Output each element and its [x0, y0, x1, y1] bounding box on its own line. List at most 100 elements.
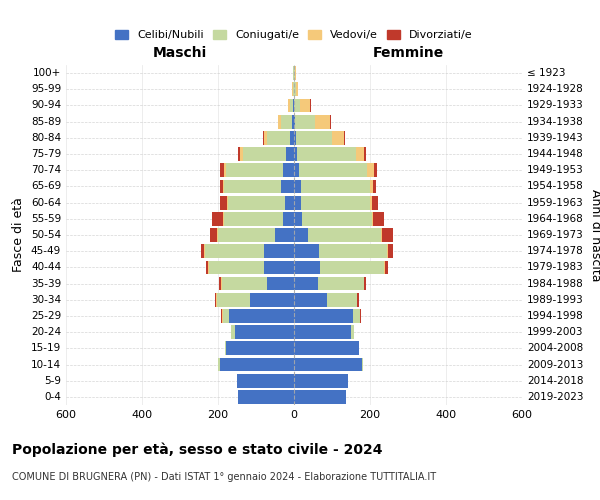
Bar	[295, 66, 296, 80]
Bar	[373, 180, 376, 194]
Bar	[387, 244, 388, 258]
Bar	[226, 342, 294, 355]
Bar	[294, 309, 353, 323]
Bar	[360, 309, 361, 323]
Bar	[302, 212, 371, 226]
Bar	[278, 115, 281, 128]
Bar	[297, 147, 356, 161]
Bar	[294, 342, 359, 355]
Bar	[237, 374, 294, 388]
Bar	[263, 131, 265, 144]
Bar	[370, 180, 373, 194]
Bar	[209, 260, 263, 274]
Bar	[294, 82, 296, 96]
Bar	[294, 276, 317, 290]
Bar	[290, 131, 294, 144]
Bar	[220, 358, 294, 372]
Bar	[275, 228, 294, 242]
Bar	[221, 309, 222, 323]
Bar	[294, 147, 297, 161]
Y-axis label: Fasce di età: Fasce di età	[13, 198, 25, 272]
Bar	[286, 147, 294, 161]
Bar	[235, 326, 294, 339]
Bar	[328, 293, 357, 306]
Bar	[294, 260, 320, 274]
Bar	[222, 276, 268, 290]
Bar	[301, 196, 370, 209]
Bar	[210, 228, 217, 242]
Y-axis label: Anni di nascita: Anni di nascita	[589, 188, 600, 281]
Text: COMUNE DI BRUGNERA (PN) - Dati ISTAT 1° gennaio 2024 - Elaborazione TUTTITALIA.I: COMUNE DI BRUGNERA (PN) - Dati ISTAT 1° …	[12, 472, 436, 482]
Bar	[227, 196, 284, 209]
Bar	[218, 228, 275, 242]
Text: Maschi: Maschi	[153, 46, 207, 60]
Text: Popolazione per età, sesso e stato civile - 2024: Popolazione per età, sesso e stato civil…	[12, 442, 383, 457]
Bar	[364, 276, 366, 290]
Bar	[332, 131, 344, 144]
Bar	[219, 276, 221, 290]
Bar	[308, 228, 380, 242]
Bar	[217, 228, 218, 242]
Bar	[294, 228, 308, 242]
Bar	[223, 212, 224, 226]
Bar	[281, 115, 292, 128]
Bar	[295, 98, 300, 112]
Bar	[317, 276, 364, 290]
Bar	[294, 326, 351, 339]
Bar	[223, 180, 224, 194]
Bar	[238, 147, 241, 161]
Bar	[212, 212, 223, 226]
Bar	[385, 260, 388, 274]
Bar	[374, 164, 377, 177]
Bar	[296, 131, 332, 144]
Bar	[268, 276, 294, 290]
Bar	[370, 196, 371, 209]
Bar	[290, 98, 293, 112]
Bar	[367, 164, 374, 177]
Bar	[295, 115, 314, 128]
Bar	[314, 115, 331, 128]
Bar	[205, 244, 263, 258]
Bar	[294, 374, 348, 388]
Bar	[358, 293, 359, 306]
Bar	[229, 309, 294, 323]
Bar	[215, 293, 217, 306]
Bar	[364, 147, 366, 161]
Bar	[226, 164, 283, 177]
Bar	[299, 164, 367, 177]
Bar	[294, 196, 301, 209]
Bar	[201, 244, 204, 258]
Bar	[218, 358, 220, 372]
Bar	[353, 309, 360, 323]
Bar	[382, 228, 393, 242]
Bar	[250, 293, 294, 306]
Bar	[263, 260, 294, 274]
Bar	[225, 342, 226, 355]
Bar	[217, 293, 250, 306]
Bar	[292, 115, 294, 128]
Bar	[373, 212, 383, 226]
Bar	[265, 131, 268, 144]
Bar	[294, 212, 302, 226]
Bar	[294, 115, 295, 128]
Bar	[268, 131, 290, 144]
Bar	[371, 212, 373, 226]
Bar	[238, 390, 294, 404]
Bar	[388, 244, 393, 258]
Bar	[223, 309, 229, 323]
Bar	[294, 131, 296, 144]
Bar	[294, 180, 301, 194]
Bar	[294, 293, 328, 306]
Bar	[294, 164, 299, 177]
Bar	[220, 180, 223, 194]
Bar	[283, 212, 294, 226]
Bar	[224, 164, 226, 177]
Bar	[283, 164, 294, 177]
Bar	[263, 244, 294, 258]
Bar	[356, 147, 364, 161]
Bar	[281, 180, 294, 194]
Bar	[294, 390, 346, 404]
Bar	[224, 212, 283, 226]
Bar	[296, 82, 298, 96]
Bar	[288, 98, 290, 112]
